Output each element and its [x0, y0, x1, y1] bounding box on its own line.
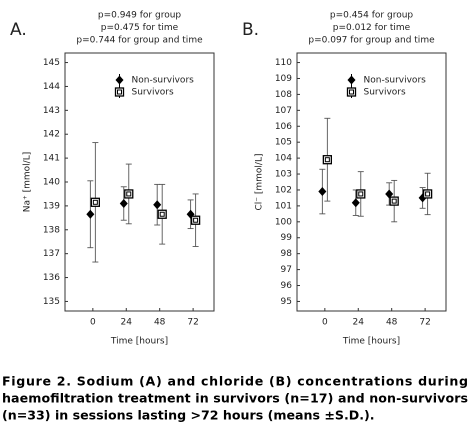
marker-square: [157, 209, 167, 219]
y-tick-label: 103: [275, 170, 292, 180]
marker-outer: [422, 189, 433, 199]
y-tick-label: 137: [43, 249, 60, 259]
y-tick-label: 141: [43, 154, 60, 164]
marker-diamond: [385, 189, 394, 199]
marker-outer: [157, 209, 167, 219]
y-axis-label: Na⁺ [mmol/L]: [23, 152, 33, 212]
marker-square: [190, 215, 201, 225]
panel-label: B.: [242, 20, 259, 40]
annotation: p=0.097 for group and time: [308, 36, 435, 46]
y-tick-label: 143: [43, 106, 60, 116]
marker-outer: [356, 189, 366, 199]
y-tick-label: 100: [275, 217, 292, 227]
annotation: p=0.454 for group: [330, 11, 414, 21]
x-tick-label: 48: [154, 318, 166, 328]
marker-inner: [193, 217, 199, 223]
marker-diamond: [318, 187, 327, 197]
y-tick-label: 108: [275, 90, 292, 100]
y-tick-label: 135: [43, 297, 60, 307]
y-tick-label: 95: [281, 297, 292, 307]
marker-diamond: [119, 199, 128, 208]
marker-outer: [190, 215, 201, 225]
panel-label: A.: [10, 20, 27, 40]
y-tick-label: 140: [43, 178, 60, 188]
marker-inner: [349, 89, 354, 95]
y-tick-label: 110: [275, 58, 292, 68]
marker-square: [124, 189, 134, 199]
y-tick-label: 106: [275, 122, 292, 132]
x-axis-label: Time [hours]: [110, 337, 168, 347]
marker-diamond: [351, 198, 360, 208]
marker-diamond: [86, 209, 95, 219]
y-tick-label: 139: [43, 201, 60, 211]
y-tick-label: 145: [43, 58, 60, 68]
marker-inner: [117, 89, 122, 95]
y-tick-label: 101: [275, 201, 292, 211]
y-tick-label: 136: [43, 273, 60, 283]
y-axis-label: Cl⁻ [mmol/L]: [255, 153, 265, 210]
marker-outer: [346, 87, 357, 97]
x-tick-label: 0: [322, 318, 328, 328]
caption-line: haemofiltration treatment in survivors (…: [2, 391, 468, 406]
marker-inner: [159, 211, 165, 217]
x-tick-label: 72: [187, 318, 198, 328]
y-tick-label: 138: [43, 225, 60, 235]
y-tick-label: 97: [281, 265, 292, 275]
marker-inner: [92, 199, 98, 205]
marker-square: [356, 189, 366, 199]
marker-outer: [114, 87, 125, 97]
x-tick-label: 24: [353, 318, 365, 328]
x-tick-label: 72: [419, 318, 430, 328]
annotation: p=0.744 for group and time: [76, 36, 203, 46]
marker-diamond: [347, 75, 356, 85]
legend-label: Non-survivors: [364, 76, 427, 86]
marker-square: [346, 87, 357, 97]
legend-label: Non-survivors: [132, 76, 195, 86]
marker-outer: [90, 197, 101, 207]
marker-inner: [324, 157, 330, 163]
marker-square: [389, 196, 399, 206]
marker-inner: [126, 191, 132, 197]
marker-diamond: [153, 200, 162, 210]
marker-square: [90, 197, 101, 207]
y-tick-label: 99: [281, 233, 293, 243]
marker-square: [322, 155, 333, 165]
y-tick-label: 104: [275, 154, 292, 164]
y-tick-label: 144: [43, 82, 60, 92]
y-tick-label: 98: [281, 249, 293, 259]
marker-inner: [425, 191, 431, 197]
marker-diamond: [115, 75, 124, 85]
x-tick-label: 24: [121, 318, 133, 328]
y-tick-label: 107: [275, 106, 292, 116]
annotation: p=0.475 for time: [101, 23, 179, 33]
marker-outer: [124, 189, 134, 199]
x-axis-label: Time [hours]: [342, 337, 400, 347]
legend-label: Survivors: [364, 88, 406, 98]
y-tick-label: 142: [43, 130, 60, 140]
caption-line: (n=33) in sessions lasting >72 hours (me…: [2, 408, 375, 423]
marker-outer: [322, 155, 333, 165]
marker-square: [114, 87, 125, 97]
x-tick-label: 0: [90, 318, 96, 328]
marker-inner: [391, 198, 397, 204]
y-tick-label: 105: [275, 138, 292, 148]
annotation: p=0.949 for group: [98, 11, 182, 21]
y-tick-label: 102: [275, 185, 292, 195]
y-tick-label: 109: [275, 74, 292, 84]
y-tick-label: 96: [281, 281, 293, 291]
annotation: p=0.012 for time: [333, 23, 411, 33]
x-tick-label: 48: [386, 318, 398, 328]
marker-outer: [389, 196, 399, 206]
plot-frame: [296, 52, 447, 312]
marker-square: [422, 189, 433, 199]
marker-inner: [358, 191, 364, 197]
legend-label: Survivors: [132, 88, 174, 98]
caption-line: Figure 2. Sodium (A) and chloride (B) co…: [2, 374, 468, 389]
